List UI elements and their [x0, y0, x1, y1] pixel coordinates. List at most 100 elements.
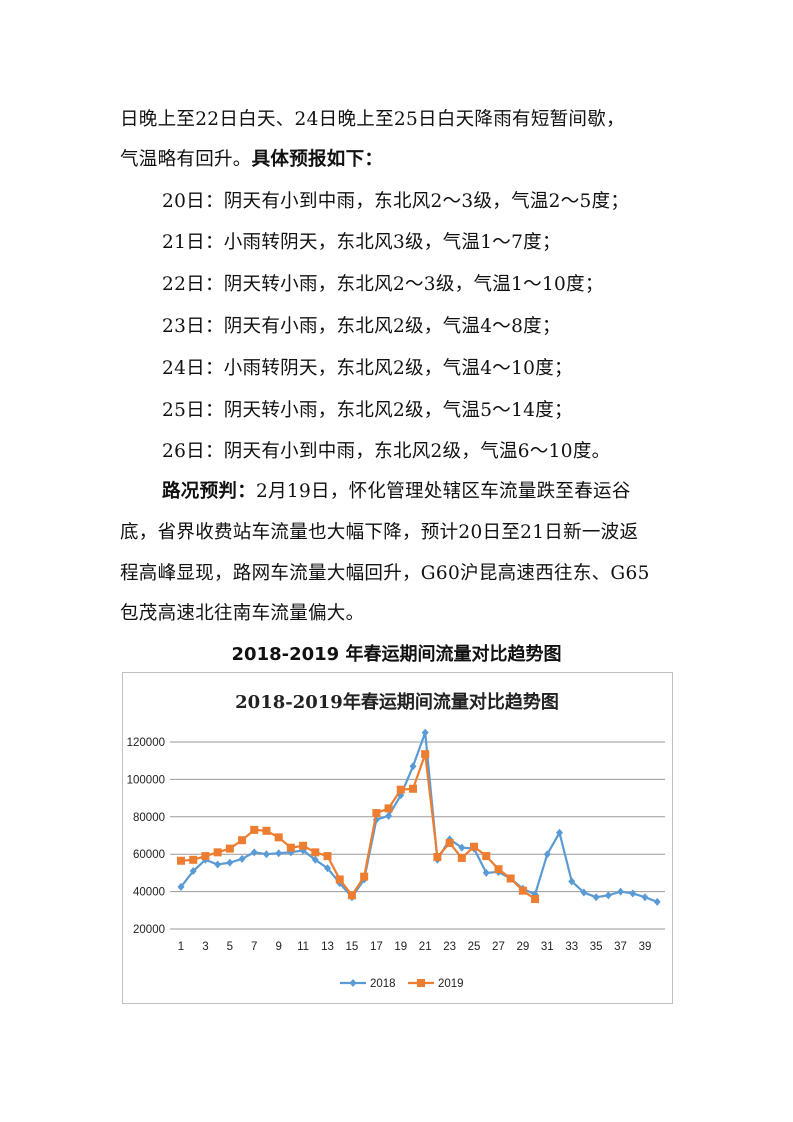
x-tick-label: 33	[565, 941, 578, 953]
data-point-2018	[458, 843, 466, 852]
data-point-2018	[617, 887, 625, 896]
data-point-2019	[274, 833, 283, 842]
legend-marker	[349, 979, 357, 987]
x-tick-label: 7	[251, 941, 257, 953]
data-point-2018	[324, 864, 332, 873]
data-point-2018	[311, 855, 319, 864]
text-line: 22日：阴天转小雨，东北风2～3级，气温1～10度；	[162, 270, 604, 296]
x-tick-label: 13	[321, 941, 334, 953]
data-point-2019	[396, 785, 405, 794]
data-point-2018	[421, 728, 429, 737]
data-point-2018	[409, 762, 417, 771]
text-line: 25日：阴天转小雨，东北风2级，气温5～14度；	[162, 396, 573, 422]
data-point-2019	[372, 809, 381, 818]
data-point-2019	[238, 836, 247, 845]
data-point-2019	[189, 855, 198, 864]
data-point-2019	[384, 804, 393, 813]
y-tick-label: 120000	[127, 737, 165, 749]
text-span: 路况预判：	[162, 481, 257, 502]
text-span: 23日：阴天有小雨，东北风2级，气温4～8度；	[162, 316, 561, 337]
x-tick-label: 19	[394, 941, 407, 953]
data-point-2019	[323, 852, 332, 861]
data-point-2019	[457, 853, 466, 862]
x-tick-label: 23	[443, 941, 456, 953]
x-tick-label: 25	[468, 941, 481, 953]
text-line: 26日：阴天有小到中雨，东北风2级，气温6～10度。	[162, 437, 610, 463]
data-point-2018	[641, 893, 649, 902]
text-span: 25日：阴天转小雨，东北风2级，气温5～14度；	[162, 400, 573, 421]
x-tick-label: 15	[346, 941, 359, 953]
figure-caption: 2018-2019 年春运期间流量对比趋势图	[231, 644, 562, 665]
text-line: 底，省界收费站车流量也大幅下降，预计20日至21日新一波返	[120, 518, 638, 544]
x-tick-label: 29	[516, 941, 529, 953]
x-tick-label: 3	[202, 941, 208, 953]
text-line: 程高峰显现，路网车流量大幅回升，G60沪昆高速西往东、G65	[120, 559, 650, 585]
chart-container	[122, 672, 673, 1004]
text-span: 包茂高速北往南车流量偏大。	[120, 603, 365, 624]
data-point-2019	[311, 848, 320, 857]
data-point-2018	[556, 828, 564, 837]
x-tick-label: 37	[614, 941, 627, 953]
x-tick-label: 21	[419, 941, 432, 953]
chart-title: 2018-2019年春运期间流量对比趋势图	[235, 691, 559, 713]
y-tick-label: 40000	[133, 887, 165, 899]
data-point-2019	[470, 842, 479, 851]
text-span: 22日：阴天转小雨，东北风2～3级，气温1～10度；	[162, 274, 604, 295]
text-span: 具体预报如下：	[251, 149, 384, 170]
data-point-2018	[262, 850, 270, 859]
data-point-2018	[482, 868, 490, 877]
x-tick-label: 9	[275, 941, 281, 953]
x-tick-label: 11	[297, 941, 309, 953]
data-point-2018	[653, 897, 661, 906]
data-point-2019	[177, 856, 185, 865]
data-point-2019	[531, 895, 540, 904]
text-line: 24日：小雨转阴天，东北风2级，气温4～10度；	[162, 354, 573, 380]
data-point-2019	[335, 875, 344, 884]
text-line: 路况预判：2月19日，怀化管理处辖区车流量跌至春运谷	[162, 477, 631, 503]
data-point-2018	[568, 877, 576, 886]
data-point-2019	[225, 844, 234, 853]
text-span: 底，省界收费站车流量也大幅下降，预计20日至21日新一波返	[120, 522, 639, 543]
x-tick-label: 1	[178, 941, 184, 953]
data-point-2019	[445, 838, 454, 847]
x-tick-label: 31	[541, 941, 554, 953]
legend-label: 2018	[370, 978, 396, 990]
text-line: 21日：小雨转阴天，东北风3级，气温1～7度；	[162, 228, 561, 254]
data-point-2019	[250, 825, 259, 834]
data-point-2019	[421, 750, 430, 759]
data-point-2019	[506, 874, 515, 883]
data-point-2019	[360, 872, 369, 881]
legend-label: 2019	[438, 978, 464, 990]
data-point-2018	[385, 811, 393, 820]
data-point-2018	[543, 850, 551, 859]
data-point-2019	[299, 841, 308, 850]
data-point-2018	[238, 854, 246, 863]
data-point-2018	[629, 889, 637, 898]
data-point-2018	[275, 849, 283, 858]
data-point-2018	[592, 893, 600, 902]
text-span: 程高峰显现，路网车流量大幅回升，G60沪昆高速西往东、G65	[120, 563, 650, 584]
data-point-2019	[201, 852, 210, 861]
text-span: 20日：阴天有小到中雨，东北风2～3级，气温2～5度；	[162, 191, 630, 212]
text-line: 气温略有回升。具体预报如下：	[120, 145, 383, 171]
y-tick-label: 20000	[133, 924, 165, 936]
series-line-2019	[180, 753, 536, 900]
data-point-2018	[189, 867, 197, 876]
data-point-2018	[250, 848, 258, 857]
y-tick-label: 80000	[133, 812, 165, 824]
data-point-2019	[347, 891, 356, 900]
legend-marker	[417, 979, 425, 987]
text-span: 24日：小雨转阴天，东北风2级，气温4～10度；	[162, 358, 573, 379]
text-line: 包茂高速北往南车流量偏大。	[120, 599, 364, 625]
x-tick-label: 27	[492, 941, 505, 953]
data-point-2018	[177, 882, 185, 891]
x-tick-label: 35	[590, 941, 603, 953]
y-tick-label: 60000	[133, 849, 165, 861]
data-point-2019	[408, 784, 417, 793]
data-point-2018	[580, 888, 588, 897]
x-tick-label: 17	[370, 941, 383, 953]
text-line: 日晚上至22日白天、24日晚上至25日白天降雨有短暂间歇，	[120, 105, 625, 131]
data-point-2019	[262, 826, 271, 835]
data-point-2019	[518, 886, 527, 895]
